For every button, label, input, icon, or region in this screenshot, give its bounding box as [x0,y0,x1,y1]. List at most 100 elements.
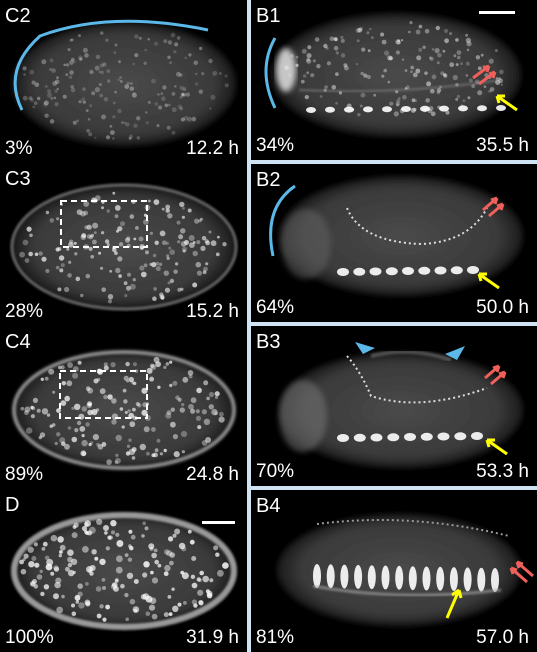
nucleus [449,62,455,68]
segment-spot [477,567,486,592]
nucleus [146,451,150,456]
nucleus [184,56,187,60]
nucleus [440,71,445,76]
cyan-arrowhead [445,346,465,360]
panel-b2: B2 64% 50.0 h [251,164,537,322]
nucleus [28,251,33,257]
nucleus [92,222,99,229]
segment-spot [381,565,390,590]
nucleus [191,599,198,605]
nucleus [127,557,133,562]
nucleus [176,71,181,77]
nucleus [44,113,49,118]
nucleus [154,102,159,106]
nucleus [142,521,146,526]
nucleus [50,534,58,542]
nucleus [70,87,76,93]
nucleus [76,119,79,123]
time-label: 35.5 h [476,135,529,156]
nucleus [172,533,177,538]
nucleus [166,256,170,260]
nucleus [85,273,91,279]
nucleus [38,251,43,256]
nucleus [87,387,94,394]
nucleus [74,403,81,410]
nucleus [164,103,169,108]
nucleus [65,566,70,572]
nucleus [418,47,423,52]
nucleus [302,74,307,78]
nucleus [145,121,149,125]
nucleus [181,206,185,210]
yellow-arrow [477,272,500,290]
nucleus [452,74,458,81]
nucleus [96,442,100,447]
segment-spot [467,266,479,274]
nucleus [307,45,312,50]
nucleus [133,123,138,128]
nucleus [73,522,79,528]
nucleus [129,598,136,605]
nucleus [148,604,156,611]
nucleus [175,395,180,400]
nucleus [455,38,459,42]
nucleus [195,261,202,268]
nucleus [290,54,294,58]
nucleus [145,250,149,255]
nucleus [430,88,435,94]
nucleus [68,75,73,79]
nucleus [98,82,102,87]
nucleus [383,68,387,73]
nucleus [112,101,116,105]
nucleus [381,39,387,45]
nucleus [177,240,181,244]
nucleus [56,76,59,79]
nucleus [384,50,390,56]
nucleus [169,360,173,364]
nucleus [100,266,104,270]
nucleus [69,239,74,244]
nucleus [316,63,321,69]
nucleus [212,70,218,76]
nucleus [151,577,159,584]
segment-spot [326,564,335,589]
segment-spot [401,106,411,112]
nucleus [435,25,440,31]
nucleus [94,136,97,139]
nucleus [84,53,89,58]
nucleus [57,536,64,543]
nucleus [393,111,399,117]
nucleus [61,381,66,386]
nucleus [128,376,134,383]
nucleus [128,529,133,534]
nucleus [151,552,157,559]
segment-spot [439,105,449,112]
nucleus [410,70,413,73]
nucleus [41,256,47,262]
time-label: 31.9 h [186,627,239,648]
nucleus [160,296,165,300]
nucleus [396,98,401,103]
nucleus [460,62,463,66]
nucleus [187,116,192,122]
nucleus [184,240,189,245]
nucleus [415,68,421,74]
nucleus [366,74,371,80]
nucleus [54,89,58,93]
nucleus [74,428,79,433]
scale-bar [479,11,515,14]
panel-d: D 100% 31.9 h [0,489,247,652]
nucleus [101,114,106,120]
nucleus [33,101,38,105]
nucleus [343,63,348,68]
embryo-image-b1 [264,11,521,137]
nucleus [180,241,187,247]
nucleus [168,103,171,107]
nucleus [96,377,101,382]
nucleus [114,43,118,47]
nucleus [306,57,310,62]
nucleus [78,99,83,104]
nucleus [151,78,156,84]
nucleus [139,443,146,451]
nucleus [54,581,61,589]
